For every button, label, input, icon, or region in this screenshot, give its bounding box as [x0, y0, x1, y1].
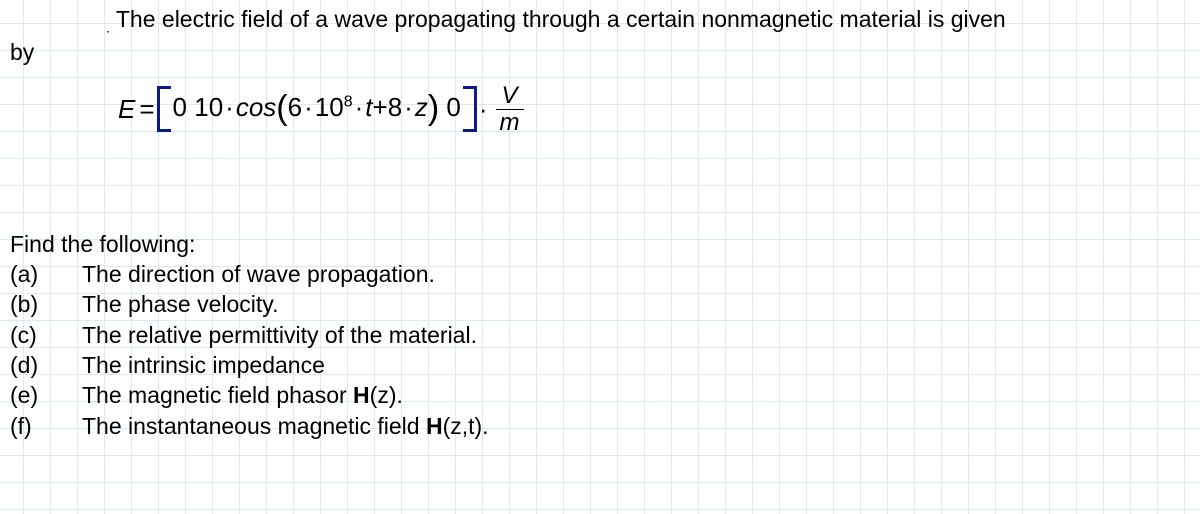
question-label: (f) [10, 411, 82, 441]
question-row: (f) The instantaneous magnetic field H(z… [10, 411, 1194, 441]
eq-plus: + [373, 92, 388, 122]
eq-vector-stack: 0 10·cos(6·108·t+8·z) 0 [173, 86, 461, 132]
eq-exp8: 8 [344, 94, 353, 111]
eq-t: t [365, 92, 372, 122]
intro-line1: The electric field of a wave propagating… [116, 6, 1006, 32]
q-text-after: (z,t). [443, 413, 489, 439]
eq-units-fraction: V m [496, 83, 524, 137]
question-text: The direction of wave propagation. [82, 259, 1194, 289]
question-text: The relative permittivity of the materia… [82, 320, 1194, 350]
question-row: (d) The intrinsic impedance [10, 350, 1194, 380]
question-row: (a) The direction of wave propagation. [10, 259, 1194, 289]
right-bracket [463, 86, 477, 132]
q-text-bold: H [353, 382, 370, 408]
left-bracket [157, 86, 171, 132]
question-text: The instantaneous magnetic field H(z,t). [82, 411, 1194, 441]
equation-block: E= 0 10·cos(6·108·t+8·z) 0 · V m [118, 83, 1194, 203]
problem-content: . The electric field of a wave propagati… [10, 4, 1194, 441]
question-row: (e) The magnetic field phasor H(z). [10, 380, 1194, 410]
question-row: (c) The relative permittivity of the mat… [10, 320, 1194, 350]
eq-six: 6 [288, 92, 302, 122]
intro-paragraph: . The electric field of a wave propagati… [10, 4, 1194, 69]
q-text-bold: H [426, 413, 443, 439]
question-text: The magnetic field phasor H(z). [82, 380, 1194, 410]
eq-middle-expression: 10·cos(6·108·t+8·z) [194, 92, 446, 122]
eq-unit-m: m [496, 110, 524, 136]
question-row: (b) The phase velocity. [10, 289, 1194, 319]
q-text-before: The intrinsic impedance [82, 352, 325, 378]
q-text-before: The instantaneous magnetic field [82, 413, 426, 439]
q-text-before: The direction of wave propagation. [82, 261, 435, 287]
q-text-before: The magnetic field phasor [82, 382, 353, 408]
eq-dot2: · [302, 92, 315, 122]
find-heading: Find the following: [10, 229, 1194, 259]
question-label: (c) [10, 320, 82, 350]
question-label: (d) [10, 350, 82, 380]
eq-cos: cos [236, 92, 276, 122]
eq-bracketed: 0 10·cos(6·108·t+8·z) 0 [157, 86, 477, 132]
q-text-before: The relative permittivity of the materia… [82, 322, 477, 348]
eq-dot3: · [353, 92, 366, 122]
question-text: The intrinsic impedance [82, 350, 1194, 380]
q-text-before: The phase velocity. [82, 291, 278, 317]
q-text-after: (z). [370, 382, 403, 408]
question-label: (a) [10, 259, 82, 289]
eq-dot4: · [402, 92, 415, 122]
question-text: The phase velocity. [82, 289, 1194, 319]
eq-dot1: · [223, 92, 236, 122]
eq-equals: = [137, 94, 156, 125]
eq-z: z [415, 92, 428, 122]
question-label: (e) [10, 380, 82, 410]
eq-dot5: · [477, 94, 490, 124]
intro-by: by [10, 39, 34, 65]
question-label: (b) [10, 289, 82, 319]
eq-bottom-zero: 0 [446, 92, 460, 122]
eq-ten2: 10 [315, 92, 344, 122]
eq-unit-V: V [496, 83, 524, 110]
eq-eight: 8 [388, 92, 402, 122]
eq-top-zero: 0 [173, 92, 187, 122]
eq-ten: 10 [194, 92, 223, 122]
eq-variable-E: E [118, 94, 137, 125]
questions-block: Find the following: (a) The direction of… [10, 229, 1194, 442]
